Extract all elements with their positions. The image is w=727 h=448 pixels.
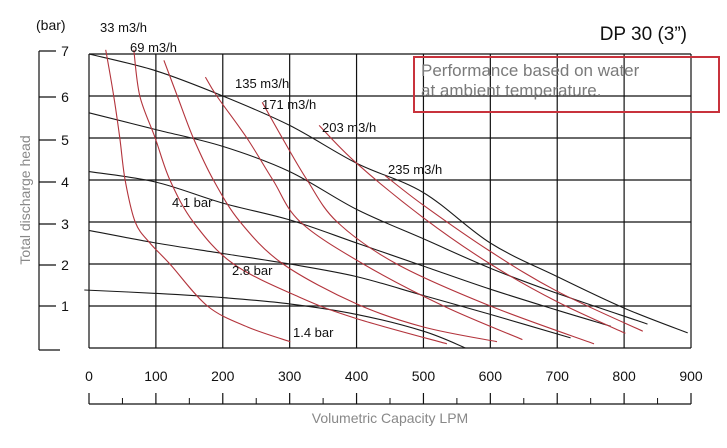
y-tick-label: 7 bbox=[61, 43, 69, 59]
grid bbox=[88, 53, 692, 349]
y-tick-label: 4 bbox=[61, 174, 69, 190]
pressure-curve bbox=[88, 229, 571, 339]
pressure-label: 2.8 bar bbox=[232, 263, 273, 278]
note-box: Performance based on water at ambient te… bbox=[413, 56, 720, 113]
curve-labels: 33 m3/h 69 m3/h 135 m3/h 171 m3/h 203 m3/h 23… bbox=[100, 20, 442, 340]
note-line-2: at ambient temperature. bbox=[421, 81, 602, 100]
x-tick-label: 400 bbox=[345, 368, 369, 384]
x-tick-label: 800 bbox=[612, 368, 636, 384]
x-tick-label: 600 bbox=[479, 368, 503, 384]
flow-curve bbox=[261, 102, 595, 345]
flow-label: 235 m3/h bbox=[388, 162, 442, 177]
flow-curve bbox=[384, 175, 644, 332]
y-unit-label: (bar) bbox=[36, 17, 66, 33]
pressure-curve bbox=[84, 289, 466, 349]
flow-curve bbox=[163, 60, 498, 343]
x-tick-label: 200 bbox=[211, 368, 235, 384]
x-tick-label: 900 bbox=[679, 368, 703, 384]
flow-curve bbox=[133, 49, 448, 345]
y-tick-label: 3 bbox=[61, 216, 69, 232]
flow-label: 135 m3/h bbox=[235, 76, 289, 91]
pressure-curve bbox=[88, 171, 611, 327]
flow-curve bbox=[204, 76, 523, 341]
x-tick-label: 0 bbox=[85, 368, 93, 384]
x-tick-label: 100 bbox=[144, 368, 168, 384]
flow-curve bbox=[318, 125, 626, 334]
flow-label: 33 m3/h bbox=[100, 20, 147, 35]
pressure-label: 1.4 bar bbox=[293, 325, 334, 340]
series bbox=[84, 49, 688, 349]
pressure-label: 4.1 bar bbox=[172, 195, 213, 210]
flow-label: 171 m3/h bbox=[262, 97, 316, 112]
y-tick-label: 2 bbox=[61, 257, 69, 273]
x-axis-title: Volumetric Capacity LPM bbox=[312, 410, 468, 426]
x-tick-label: 700 bbox=[546, 368, 570, 384]
pressure-curve bbox=[88, 53, 688, 334]
y-tick-label: 6 bbox=[61, 89, 69, 105]
y-tick-label: 1 bbox=[61, 298, 69, 314]
pressure-curve bbox=[88, 112, 648, 325]
flow-label: 69 m3/h bbox=[130, 40, 177, 55]
chart-title: DP 30 (3”) bbox=[600, 24, 687, 45]
x-tick-label: 300 bbox=[278, 368, 302, 384]
y-axis: 1 2 3 4 5 6 7 bbox=[38, 43, 69, 351]
flow-curve bbox=[105, 49, 291, 343]
flow-label: 203 m3/h bbox=[322, 120, 376, 135]
x-axis: 0 100 200 300 400 500 600 700 800 900 bbox=[85, 368, 703, 405]
note-line-1: Performance based on water bbox=[421, 61, 640, 80]
x-tick-label: 500 bbox=[412, 368, 436, 384]
y-tick-label: 5 bbox=[61, 132, 69, 148]
y-axis-title: Total discharge head bbox=[17, 135, 33, 264]
